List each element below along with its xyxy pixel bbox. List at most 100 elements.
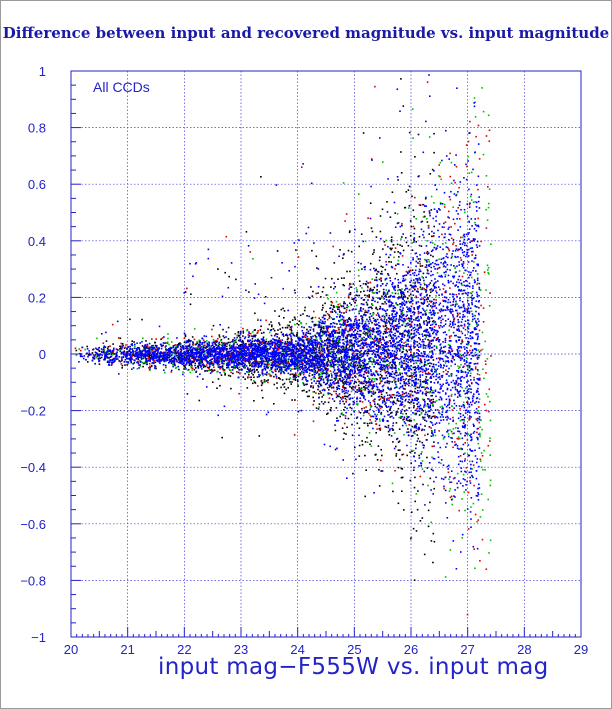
data-point (354, 387, 356, 389)
data-point (374, 337, 376, 339)
data-point (279, 339, 281, 341)
data-point (458, 329, 460, 331)
data-point (294, 379, 297, 381)
data-point (422, 381, 425, 383)
data-point (485, 135, 488, 137)
data-point (334, 344, 336, 346)
data-point (474, 221, 476, 224)
data-point (450, 481, 453, 483)
data-point (320, 326, 323, 328)
data-point (410, 429, 412, 432)
data-point (224, 374, 226, 376)
data-point (341, 345, 343, 348)
data-point (235, 278, 237, 281)
data-point (346, 373, 349, 376)
data-point (395, 313, 398, 315)
data-point (367, 217, 369, 219)
data-point (404, 325, 407, 328)
data-point (461, 284, 463, 287)
data-point (464, 509, 466, 512)
data-point (352, 324, 355, 326)
data-point (403, 392, 405, 395)
data-point (324, 302, 326, 305)
data-point (313, 380, 315, 382)
data-point (203, 335, 206, 337)
data-point (373, 267, 375, 270)
data-point (468, 203, 471, 206)
data-point (351, 355, 354, 358)
data-point (409, 346, 411, 348)
data-point (400, 238, 402, 240)
data-point (184, 334, 187, 336)
data-point (127, 362, 129, 365)
data-point (265, 358, 268, 361)
data-point (308, 372, 311, 375)
data-point (347, 330, 349, 333)
data-point (372, 253, 374, 255)
data-point (201, 348, 203, 350)
data-point (442, 419, 445, 421)
data-point (374, 420, 377, 422)
data-point (358, 455, 361, 457)
data-point (419, 254, 421, 256)
data-point (111, 323, 114, 326)
data-point (141, 345, 144, 347)
data-point (372, 358, 374, 360)
data-point (477, 355, 479, 357)
data-point (426, 328, 429, 331)
data-point (168, 362, 170, 364)
data-point (257, 331, 259, 334)
data-point (457, 436, 460, 438)
data-point (361, 287, 363, 289)
data-point (224, 343, 227, 346)
data-point (389, 361, 391, 364)
data-point (416, 407, 418, 410)
data-point (352, 327, 355, 329)
data-point (444, 274, 447, 276)
data-point (413, 215, 415, 218)
data-point (354, 375, 356, 377)
data-point (382, 303, 385, 305)
data-point (439, 412, 441, 415)
data-point (299, 357, 301, 360)
data-point (387, 328, 390, 330)
data-point (421, 392, 424, 395)
data-point (485, 409, 488, 412)
data-point (316, 380, 318, 382)
data-point (270, 342, 273, 345)
data-point (299, 344, 301, 347)
data-point (305, 348, 308, 351)
data-point (245, 353, 248, 355)
data-point (277, 340, 279, 343)
data-point (233, 337, 236, 339)
data-point (367, 286, 369, 289)
data-point (382, 384, 385, 387)
data-point (440, 178, 442, 181)
data-point (328, 389, 330, 391)
data-point (477, 369, 479, 372)
data-point (238, 392, 240, 395)
data-point (142, 337, 144, 339)
data-point (403, 345, 405, 347)
data-point (297, 383, 299, 386)
data-point (405, 241, 408, 244)
data-point (328, 338, 331, 341)
data-point (489, 292, 491, 294)
data-point (361, 322, 363, 325)
data-point (481, 538, 484, 541)
data-point (403, 433, 405, 436)
data-point (468, 419, 470, 421)
data-point (131, 355, 134, 357)
data-point (423, 320, 425, 323)
data-point (439, 275, 442, 278)
data-point (408, 300, 410, 303)
data-point (488, 273, 490, 275)
data-point (315, 346, 317, 349)
data-point (395, 445, 397, 448)
data-point (228, 343, 231, 346)
data-point (451, 432, 454, 435)
data-point (233, 341, 235, 344)
data-point (222, 351, 225, 353)
data-point (392, 307, 395, 310)
data-point (370, 336, 372, 338)
